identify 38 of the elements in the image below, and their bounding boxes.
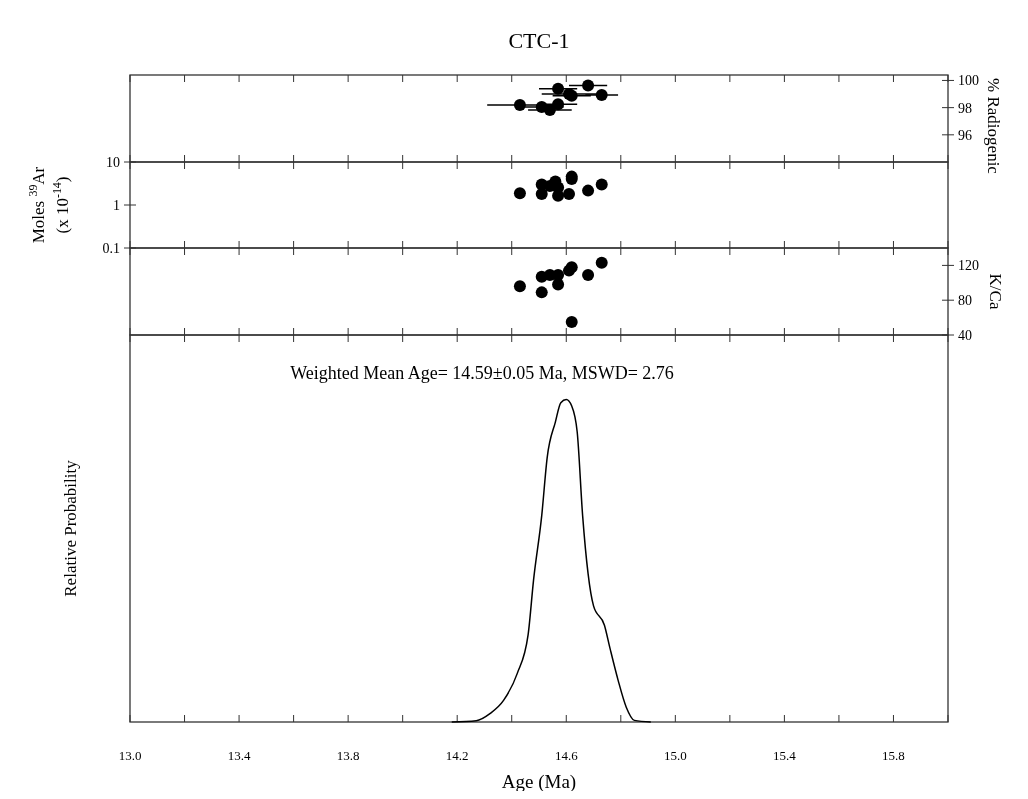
y2-tick-label: 100	[958, 73, 979, 89]
y2-axis-title: K/Ca	[986, 273, 1005, 310]
point	[513, 187, 526, 200]
point	[595, 256, 608, 269]
point	[552, 98, 565, 111]
point	[582, 79, 595, 92]
x-tick-label: 13.4	[227, 748, 251, 763]
y2-tick-label: 120	[958, 258, 979, 274]
x-tick-label: 13.0	[118, 748, 142, 763]
point	[595, 178, 608, 191]
point	[552, 268, 565, 281]
point	[535, 188, 548, 201]
point	[513, 98, 526, 111]
y2-tick-label: 80	[958, 293, 972, 309]
point	[595, 88, 608, 101]
point	[513, 280, 526, 293]
y-tick-label: 1	[113, 198, 120, 213]
x-tick-label: 14.2	[445, 748, 469, 763]
point	[582, 184, 595, 197]
y-axis-title: Relative Probability	[61, 459, 80, 597]
chart-title: CTC-1	[508, 28, 570, 53]
point	[535, 286, 548, 299]
y2-axis-title: % Radiogenic	[984, 78, 1003, 175]
y2-tick-label: 40	[958, 328, 972, 343]
text: Weighted Mean Age= 14.59±0.05 Ma, MSWD= 2.76	[290, 363, 674, 383]
x-tick-label: 14.6	[554, 748, 579, 763]
x-tick-label: 15.0	[663, 748, 687, 763]
x-tick-label: 15.8	[882, 748, 905, 763]
point	[562, 188, 575, 201]
point	[565, 315, 578, 328]
y2-tick-label: 96	[958, 127, 972, 143]
x-tick-label: 15.4	[773, 748, 797, 763]
point	[552, 82, 565, 95]
point	[582, 268, 595, 281]
y-tick-label: 0.1	[102, 241, 120, 256]
x-tick-label: 13.8	[336, 748, 360, 763]
y2-tick-label: 98	[958, 100, 972, 116]
y-tick-label: 10	[106, 155, 120, 170]
